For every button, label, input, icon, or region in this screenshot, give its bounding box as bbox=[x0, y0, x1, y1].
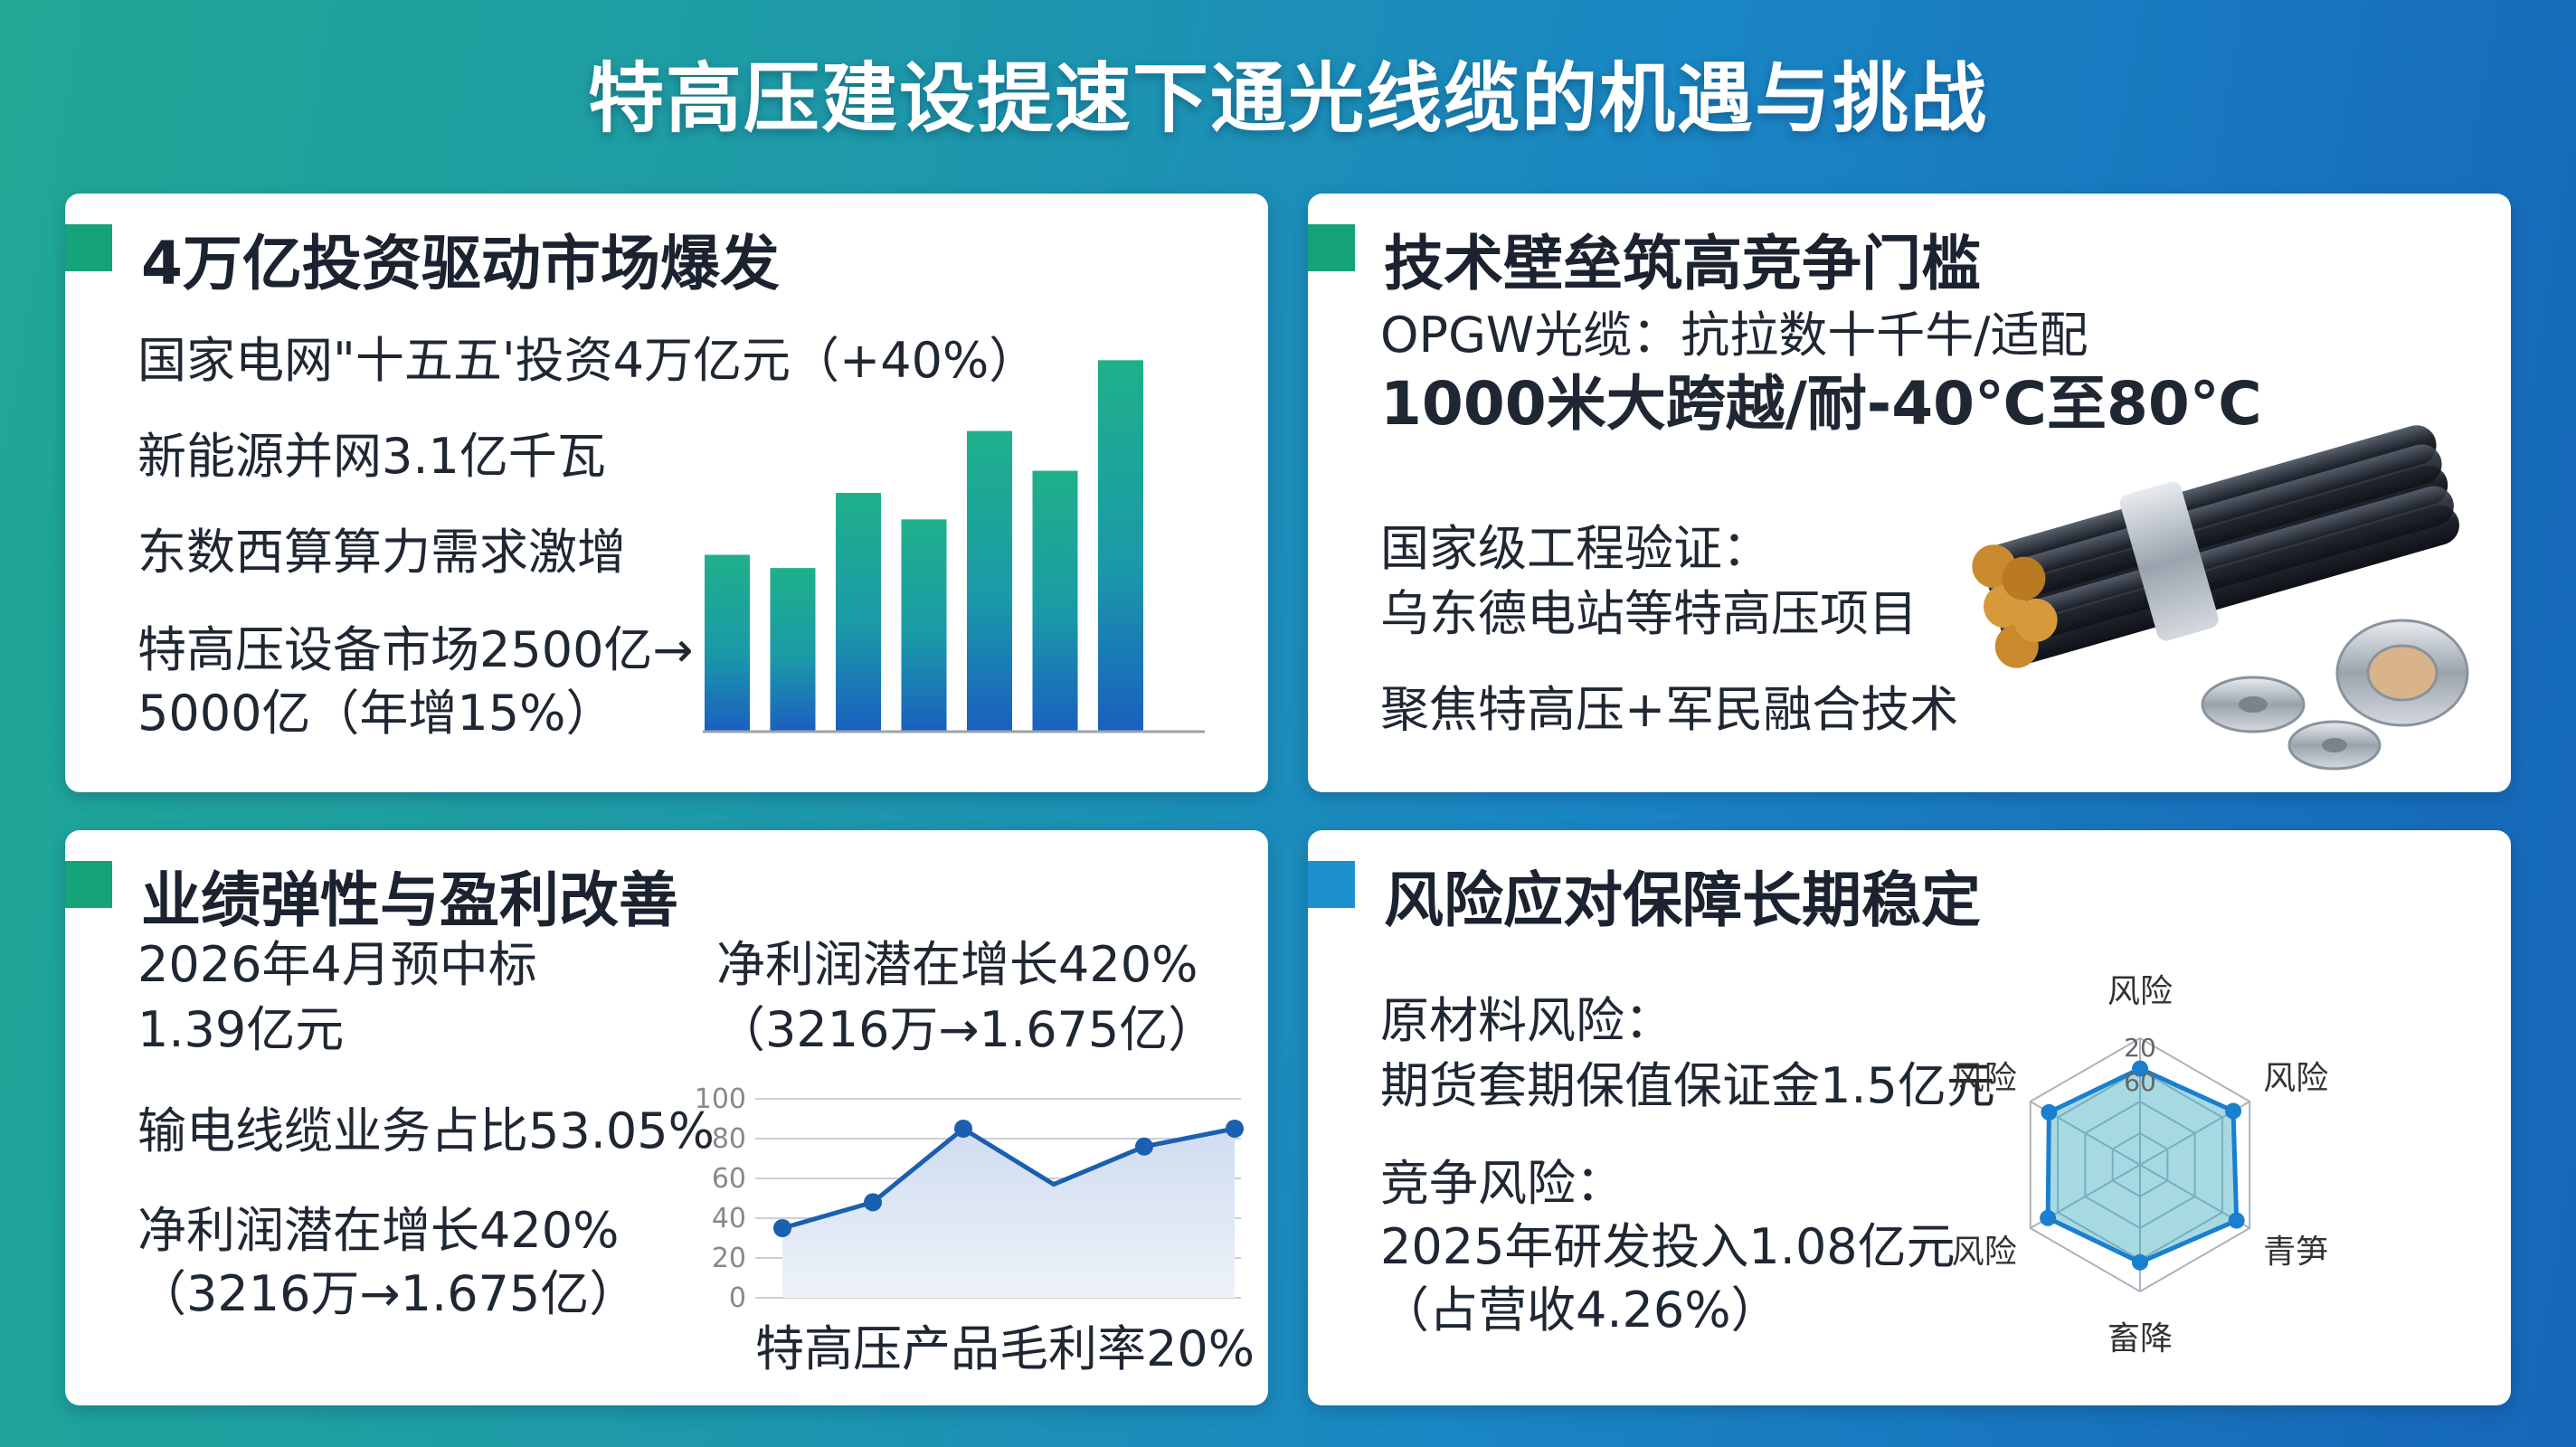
page-title: 特高压建设提速下通光线缆的机遇与挑战 bbox=[587, 54, 1988, 143]
bar-2 bbox=[770, 568, 816, 732]
risk-title: 风险应对保障长期稳定 bbox=[1384, 865, 1981, 935]
radar-point-5 bbox=[2040, 1209, 2057, 1226]
green-marker bbox=[1308, 224, 1355, 271]
radar-point-1 bbox=[2132, 1060, 2148, 1077]
line-point-5 bbox=[1135, 1137, 1153, 1156]
y-tick-label: 0 bbox=[729, 1282, 746, 1314]
bar-7 bbox=[1098, 360, 1143, 732]
bar-3 bbox=[836, 493, 881, 732]
tech-line-4: 乌东德电站等特高压项目 bbox=[1380, 585, 1918, 642]
radar-point-3 bbox=[2228, 1212, 2245, 1229]
green-marker bbox=[65, 861, 112, 908]
tech-panel: 技术壁垒筑高竞争门槛 OPGW光缆：抗拉数十千牛/适配 1000米大跨越/耐-4… bbox=[1308, 194, 2511, 792]
performance-right-line-2: （3216万→1.675亿） bbox=[716, 1001, 1217, 1058]
radar-axis-label: 风险 bbox=[2263, 1060, 2328, 1097]
tech-line-2: 1000米大跨越/耐-40℃至80℃ bbox=[1380, 369, 2262, 439]
performance-line-4: 净利润潜在增长420% bbox=[137, 1202, 620, 1259]
risk-line-1: 原材料风险： bbox=[1380, 992, 1673, 1049]
tech-line-1: OPGW光缆：抗拉数十千牛/适配 bbox=[1380, 307, 2088, 364]
performance-line-3: 输电线缆业务占比53.05% bbox=[137, 1102, 715, 1159]
line-point-1 bbox=[773, 1219, 791, 1237]
margin-line bbox=[781, 1125, 1236, 1231]
performance-panel: 业绩弹性与盈利改善 2026年4月预中标 1.39亿元 输电线缆业务占比53.0… bbox=[65, 830, 1268, 1405]
investment-line-2: 新能源并网3.1亿千瓦 bbox=[137, 428, 606, 485]
bar-1 bbox=[705, 554, 750, 732]
margin-area bbox=[782, 1129, 1235, 1298]
performance-line-5: （3216万→1.675亿） bbox=[137, 1265, 639, 1322]
radar-tick-label: 20 bbox=[2124, 1033, 2156, 1063]
radar-axis-label: 畜降 bbox=[2107, 1320, 2173, 1357]
investment-line-1: 国家电网"十五五'投资4万亿元（+40%） bbox=[137, 332, 1038, 389]
investment-bar-chart bbox=[703, 360, 1205, 733]
risk-panel: 风险应对保障长期稳定 原材料风险： 期货套期保值保证金1.5亿元 竞争风险： 2… bbox=[1308, 830, 2511, 1405]
margin-line-chart: 0 20 40 60 80 100 特高压产品毛利率20% bbox=[695, 1083, 1255, 1377]
bar-6 bbox=[1032, 470, 1078, 732]
line-point-6 bbox=[1226, 1120, 1244, 1138]
investment-panel: 4万亿投资驱动市场爆发 国家电网"十五五'投资4万亿元（+40%） 新能源并网3… bbox=[65, 194, 1268, 792]
radar-point-2 bbox=[2225, 1102, 2242, 1120]
y-tick-label: 40 bbox=[712, 1203, 746, 1234]
tech-line-5: 聚焦特高压+军民融合技术 bbox=[1380, 681, 1959, 738]
green-marker bbox=[65, 224, 112, 271]
radar-series bbox=[2045, 1065, 2240, 1265]
radar-point-4 bbox=[2132, 1253, 2148, 1271]
line-point-2 bbox=[864, 1193, 882, 1212]
radar-point-6 bbox=[2041, 1103, 2058, 1121]
radar-axis-label: 青笋 bbox=[2263, 1234, 2328, 1271]
radar-axis-label: 风险 bbox=[1952, 1060, 2017, 1097]
tech-line-3: 国家级工程验证： bbox=[1380, 520, 1771, 577]
blue-marker bbox=[1308, 861, 1355, 908]
y-tick-label: 20 bbox=[712, 1243, 746, 1274]
investment-line-4: 特高压设备市场2500亿→ bbox=[137, 621, 694, 678]
radar-axis-label: 风险 bbox=[1952, 1234, 2017, 1271]
risk-line-5: （占营收4.26%） bbox=[1380, 1281, 1780, 1338]
cable-illustration bbox=[1972, 425, 2469, 771]
performance-right-line-1: 净利润潜在增长420% bbox=[716, 936, 1198, 993]
line-point-3 bbox=[954, 1120, 972, 1138]
y-tick-label: 60 bbox=[712, 1163, 746, 1195]
bar-4 bbox=[901, 519, 947, 732]
risk-line-2: 期货套期保值保证金1.5亿元 bbox=[1380, 1057, 1995, 1114]
radar-axis-label: 风险 bbox=[2107, 973, 2173, 1010]
y-tick-label: 100 bbox=[695, 1083, 746, 1115]
risk-line-3: 竞争风险： bbox=[1380, 1155, 1624, 1212]
investment-line-3: 东数西算算力需求激增 bbox=[137, 524, 626, 581]
y-tick-label: 80 bbox=[712, 1123, 746, 1155]
investment-title: 4万亿投资驱动市场爆发 bbox=[141, 229, 780, 298]
margin-x-label: 特高压产品毛利率20% bbox=[755, 1320, 1255, 1377]
performance-line-2: 1.39亿元 bbox=[137, 1001, 345, 1058]
bar-5 bbox=[967, 430, 1012, 732]
radar-tick-label: 60 bbox=[2124, 1067, 2156, 1097]
performance-line-1: 2026年4月预中标 bbox=[137, 936, 537, 993]
risk-line-4: 2025年研发投入1.08亿元 bbox=[1380, 1218, 1956, 1275]
tech-title: 技术壁垒筑高竞争门槛 bbox=[1384, 229, 1981, 298]
performance-title: 业绩弹性与盈利改善 bbox=[141, 865, 678, 935]
investment-line-5: 5000亿（年增15%） bbox=[137, 685, 615, 742]
